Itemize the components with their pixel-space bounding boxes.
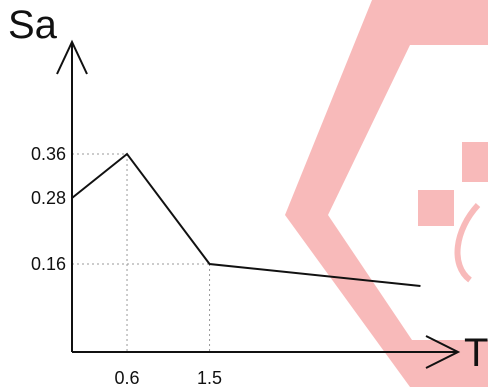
x-axis-arrowhead — [425, 335, 461, 369]
x-tick-label: 0.6 — [115, 368, 140, 387]
y-tick-label: 0.36 — [31, 144, 66, 164]
guide-lines — [72, 153, 211, 352]
tick-labels: 0.36 0.28 0.16 0.6 1.5 — [31, 144, 222, 387]
y-tick-label: 0.28 — [31, 188, 66, 208]
y-tick-label: 0.16 — [31, 254, 66, 274]
series-line — [71, 152, 421, 287]
y-axis-arrowhead — [56, 39, 88, 75]
y-axis-title: Sa — [8, 3, 58, 47]
series-group — [71, 152, 421, 287]
x-tick-label: 1.5 — [197, 368, 222, 387]
x-axis-title: T — [464, 331, 488, 375]
diamond-logo-watermark — [285, 0, 488, 387]
